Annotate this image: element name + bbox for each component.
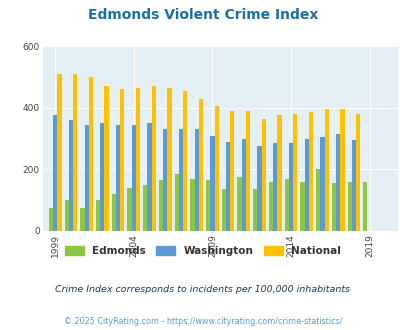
Bar: [116, 125, 120, 231]
Text: Crime Index corresponds to incidents per 100,000 inhabitants: Crime Index corresponds to incidents per…: [55, 285, 350, 294]
Bar: [292, 114, 296, 231]
Bar: [237, 177, 241, 231]
Bar: [183, 91, 187, 231]
Bar: [355, 114, 359, 231]
Bar: [277, 115, 281, 231]
Bar: [147, 123, 151, 231]
Bar: [73, 74, 77, 231]
Bar: [245, 111, 249, 231]
Bar: [308, 113, 312, 231]
Bar: [320, 137, 324, 231]
Bar: [304, 139, 308, 231]
Text: © 2025 CityRating.com - https://www.cityrating.com/crime-statistics/: © 2025 CityRating.com - https://www.city…: [64, 317, 341, 326]
Bar: [315, 169, 320, 231]
Bar: [253, 189, 257, 231]
Bar: [178, 129, 183, 231]
Bar: [64, 200, 68, 231]
Bar: [96, 200, 100, 231]
Bar: [261, 118, 265, 231]
Bar: [151, 86, 156, 231]
Bar: [84, 125, 89, 231]
Bar: [174, 174, 178, 231]
Bar: [324, 109, 328, 231]
Bar: [339, 109, 344, 231]
Bar: [331, 183, 335, 231]
Bar: [167, 88, 171, 231]
Bar: [241, 139, 245, 231]
Bar: [158, 180, 163, 231]
Legend: Edmonds, Washington, National: Edmonds, Washington, National: [61, 242, 344, 260]
Bar: [127, 188, 131, 231]
Bar: [284, 179, 288, 231]
Bar: [68, 120, 73, 231]
Bar: [257, 146, 261, 231]
Bar: [143, 185, 147, 231]
Bar: [163, 129, 167, 231]
Bar: [80, 208, 84, 231]
Bar: [104, 86, 109, 231]
Bar: [230, 111, 234, 231]
Bar: [221, 189, 226, 231]
Bar: [136, 88, 140, 231]
Bar: [205, 180, 210, 231]
Bar: [194, 129, 198, 231]
Bar: [268, 182, 273, 231]
Bar: [226, 142, 230, 231]
Bar: [89, 77, 93, 231]
Bar: [49, 208, 53, 231]
Bar: [214, 106, 218, 231]
Bar: [210, 136, 214, 231]
Bar: [131, 125, 136, 231]
Bar: [362, 182, 367, 231]
Bar: [300, 182, 304, 231]
Bar: [351, 140, 355, 231]
Bar: [288, 143, 292, 231]
Text: Edmonds Violent Crime Index: Edmonds Violent Crime Index: [87, 8, 318, 22]
Bar: [53, 115, 57, 231]
Bar: [190, 179, 194, 231]
Bar: [347, 182, 351, 231]
Bar: [100, 123, 104, 231]
Bar: [198, 99, 202, 231]
Bar: [120, 89, 124, 231]
Bar: [111, 194, 116, 231]
Bar: [273, 143, 277, 231]
Bar: [335, 134, 339, 231]
Bar: [57, 74, 62, 231]
